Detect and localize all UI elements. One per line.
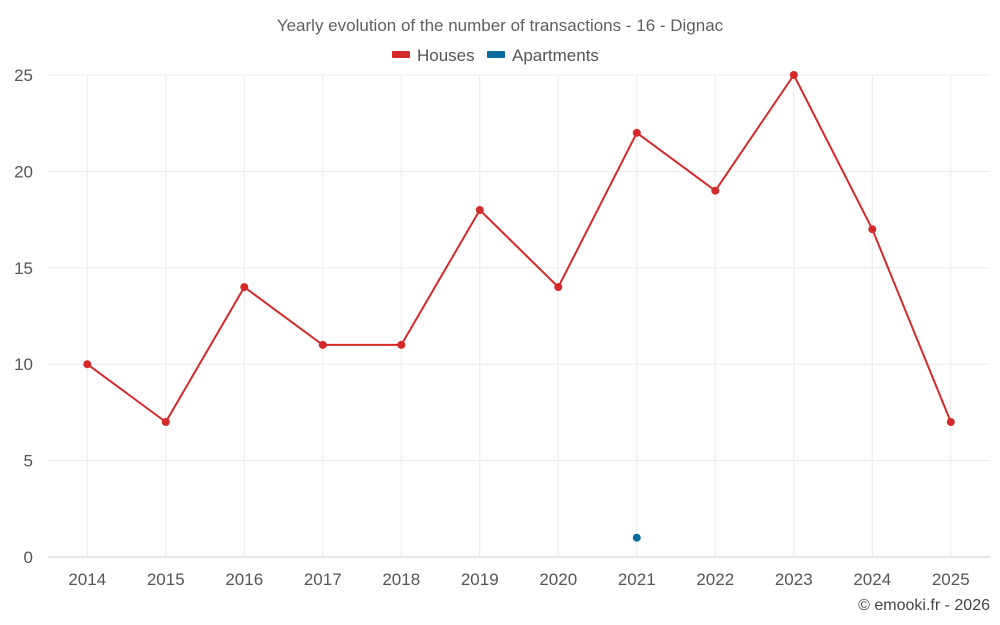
x-tick-label-2015: 2015 bbox=[147, 570, 185, 589]
x-tick-label-2018: 2018 bbox=[382, 570, 420, 589]
x-tick-label-2014: 2014 bbox=[68, 570, 106, 589]
point-houses-2025[interactable] bbox=[946, 418, 955, 426]
point-houses-2023[interactable] bbox=[789, 71, 798, 79]
y-tick-label-15: 15 bbox=[14, 259, 33, 278]
y-tick-label-0: 0 bbox=[24, 548, 33, 567]
point-houses-2021[interactable] bbox=[632, 128, 641, 137]
x-tick-label-2024: 2024 bbox=[853, 570, 891, 589]
point-houses-2024[interactable] bbox=[868, 225, 877, 234]
x-tick-label-2016: 2016 bbox=[225, 570, 263, 589]
x-tick-label-2021: 2021 bbox=[618, 570, 656, 589]
x-tick-label-2025: 2025 bbox=[932, 570, 970, 589]
legend-swatch-apartments bbox=[487, 51, 505, 58]
vertical-gridlines bbox=[86, 75, 952, 557]
credit-text: © emooki.fr - 2026 bbox=[858, 597, 990, 614]
point-houses-2019[interactable] bbox=[475, 206, 484, 214]
y-tick-label-25: 25 bbox=[14, 66, 33, 85]
series-line-houses bbox=[86, 74, 952, 423]
point-houses-2022[interactable] bbox=[711, 186, 720, 195]
y-tick-label-20: 20 bbox=[14, 162, 33, 181]
legend-label-houses: Houses bbox=[417, 46, 475, 65]
x-tick-label-2023: 2023 bbox=[775, 570, 813, 589]
point-apartments-2021[interactable] bbox=[632, 533, 641, 542]
horizontal-gridlines bbox=[48, 74, 990, 462]
x-tick-label-2019: 2019 bbox=[461, 570, 499, 589]
x-tick-label-2022: 2022 bbox=[696, 570, 734, 589]
legend-label-apartments: Apartments bbox=[512, 46, 599, 65]
legend: Houses Apartments bbox=[392, 46, 599, 65]
point-houses-2014[interactable] bbox=[83, 360, 92, 369]
legend-item-houses[interactable]: Houses bbox=[392, 46, 475, 65]
x-axis-tick-labels: 2014 2015 2016 2017 2018 2019 2020 2021 2022 2023… bbox=[68, 570, 969, 589]
series-layer bbox=[83, 71, 955, 542]
series-houses bbox=[83, 71, 955, 426]
legend-item-apartments[interactable]: Apartments bbox=[487, 46, 599, 65]
series-apartments bbox=[632, 533, 641, 542]
legend-swatch-houses bbox=[392, 51, 410, 58]
point-houses-2020[interactable] bbox=[554, 283, 563, 292]
chart-title: Yearly evolution of the number of transa… bbox=[277, 16, 724, 35]
point-houses-2018[interactable] bbox=[397, 340, 406, 349]
x-tick-label-2020: 2020 bbox=[539, 570, 577, 589]
point-houses-2016[interactable] bbox=[240, 283, 249, 292]
y-tick-label-10: 10 bbox=[14, 355, 33, 374]
point-houses-2015[interactable] bbox=[161, 418, 170, 426]
point-houses-2017[interactable] bbox=[318, 340, 327, 349]
y-axis-tick-labels: 0 5 10 15 20 25 bbox=[14, 66, 33, 567]
y-tick-label-5: 5 bbox=[24, 452, 33, 471]
x-tick-label-2017: 2017 bbox=[304, 570, 342, 589]
